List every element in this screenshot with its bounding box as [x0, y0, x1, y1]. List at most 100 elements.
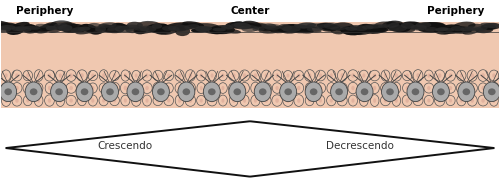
Ellipse shape	[286, 98, 290, 103]
Ellipse shape	[4, 88, 12, 95]
Ellipse shape	[0, 23, 22, 30]
Ellipse shape	[360, 88, 368, 95]
Ellipse shape	[218, 95, 228, 106]
Ellipse shape	[316, 70, 326, 81]
Ellipse shape	[254, 98, 257, 103]
Ellipse shape	[337, 83, 347, 93]
Ellipse shape	[50, 20, 73, 30]
Ellipse shape	[95, 26, 106, 32]
Ellipse shape	[232, 98, 235, 103]
Ellipse shape	[424, 70, 434, 81]
Ellipse shape	[362, 25, 374, 30]
Ellipse shape	[178, 73, 181, 78]
Ellipse shape	[80, 98, 84, 103]
Ellipse shape	[318, 73, 322, 78]
Ellipse shape	[373, 98, 376, 103]
Ellipse shape	[242, 21, 261, 28]
Ellipse shape	[386, 88, 394, 95]
Ellipse shape	[446, 70, 456, 81]
Ellipse shape	[478, 83, 488, 93]
Ellipse shape	[210, 27, 227, 34]
Ellipse shape	[322, 25, 340, 31]
Ellipse shape	[444, 27, 463, 33]
Ellipse shape	[24, 95, 32, 106]
Ellipse shape	[146, 73, 148, 78]
Ellipse shape	[276, 73, 278, 78]
Ellipse shape	[142, 83, 152, 94]
Ellipse shape	[113, 73, 116, 78]
Ellipse shape	[4, 86, 8, 90]
Ellipse shape	[243, 73, 246, 78]
Text: Periphery: Periphery	[16, 6, 73, 16]
Ellipse shape	[218, 83, 228, 93]
Ellipse shape	[258, 26, 282, 34]
Ellipse shape	[78, 82, 86, 94]
Ellipse shape	[149, 27, 171, 34]
Ellipse shape	[352, 98, 354, 103]
Ellipse shape	[299, 29, 314, 33]
Ellipse shape	[164, 83, 173, 93]
Ellipse shape	[107, 25, 122, 31]
Ellipse shape	[110, 95, 120, 106]
Ellipse shape	[126, 27, 140, 33]
Ellipse shape	[482, 86, 484, 90]
Ellipse shape	[340, 73, 344, 78]
Ellipse shape	[232, 73, 235, 78]
Ellipse shape	[462, 28, 479, 35]
Ellipse shape	[351, 73, 355, 78]
Ellipse shape	[388, 23, 410, 32]
Ellipse shape	[457, 95, 466, 106]
Ellipse shape	[384, 98, 388, 103]
Ellipse shape	[178, 86, 181, 90]
Ellipse shape	[186, 70, 196, 81]
Ellipse shape	[121, 70, 130, 81]
Ellipse shape	[435, 83, 444, 93]
Ellipse shape	[373, 73, 376, 78]
Ellipse shape	[360, 82, 368, 94]
Ellipse shape	[242, 23, 266, 27]
Ellipse shape	[490, 95, 498, 106]
Ellipse shape	[116, 24, 139, 30]
Ellipse shape	[146, 98, 148, 103]
Ellipse shape	[254, 73, 257, 78]
Ellipse shape	[134, 27, 146, 34]
Ellipse shape	[0, 25, 16, 30]
Ellipse shape	[229, 22, 243, 28]
Ellipse shape	[330, 28, 344, 34]
Ellipse shape	[92, 86, 94, 90]
Ellipse shape	[294, 24, 308, 29]
Ellipse shape	[252, 24, 270, 30]
Ellipse shape	[228, 83, 239, 93]
Ellipse shape	[76, 82, 93, 102]
Ellipse shape	[48, 25, 64, 33]
Ellipse shape	[282, 95, 293, 106]
Ellipse shape	[242, 25, 258, 32]
Ellipse shape	[168, 26, 179, 31]
Ellipse shape	[182, 88, 190, 95]
Ellipse shape	[470, 73, 474, 78]
Ellipse shape	[414, 82, 422, 94]
Ellipse shape	[88, 83, 98, 93]
Ellipse shape	[132, 95, 141, 106]
Ellipse shape	[434, 70, 445, 81]
Ellipse shape	[176, 23, 200, 30]
Ellipse shape	[284, 83, 292, 93]
Ellipse shape	[370, 27, 388, 33]
Ellipse shape	[330, 98, 333, 103]
Ellipse shape	[464, 26, 483, 31]
Ellipse shape	[222, 73, 224, 78]
Ellipse shape	[468, 24, 486, 30]
Ellipse shape	[191, 27, 210, 33]
Ellipse shape	[99, 95, 108, 106]
Ellipse shape	[357, 24, 376, 31]
Ellipse shape	[386, 21, 404, 28]
Ellipse shape	[37, 86, 40, 90]
Ellipse shape	[202, 27, 223, 34]
Ellipse shape	[38, 24, 54, 32]
Ellipse shape	[70, 98, 73, 103]
Ellipse shape	[45, 82, 54, 94]
Ellipse shape	[308, 86, 311, 90]
Ellipse shape	[317, 23, 331, 28]
Ellipse shape	[175, 27, 190, 36]
Ellipse shape	[402, 70, 412, 81]
